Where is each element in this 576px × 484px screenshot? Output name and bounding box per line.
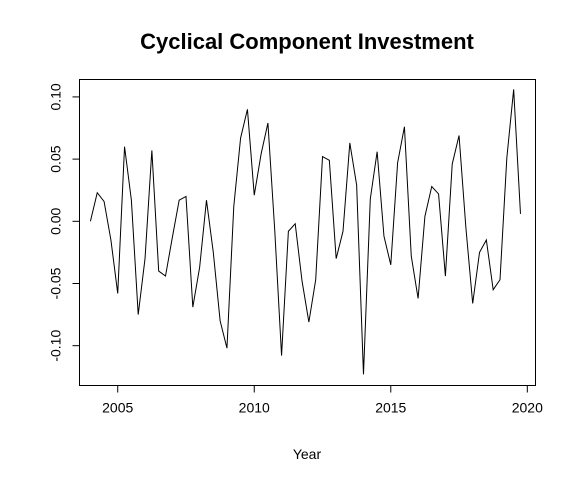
plot-frame [79,79,536,386]
x-axis: 2005 2010 2015 2020 [102,385,543,416]
x-axis-label: Year [293,446,322,462]
x-tick-label: 2010 [239,400,270,416]
series-line [89,89,521,375]
y-tick-label: 0.00 [48,207,64,234]
y-axis: -0.10 -0.05 0.00 0.05 0.10 [48,83,80,362]
x-tick-label: 2005 [102,400,133,416]
y-tick-label: -0.10 [48,330,64,362]
x-tick-label: 2015 [375,400,406,416]
y-tick-label: 0.05 [48,145,64,172]
y-tick-label: 0.10 [48,83,64,110]
chart-title: Cyclical Component Investment [140,29,474,54]
y-tick-label: -0.05 [48,267,64,299]
series-layer [89,89,521,375]
x-tick-label: 2020 [512,400,543,416]
